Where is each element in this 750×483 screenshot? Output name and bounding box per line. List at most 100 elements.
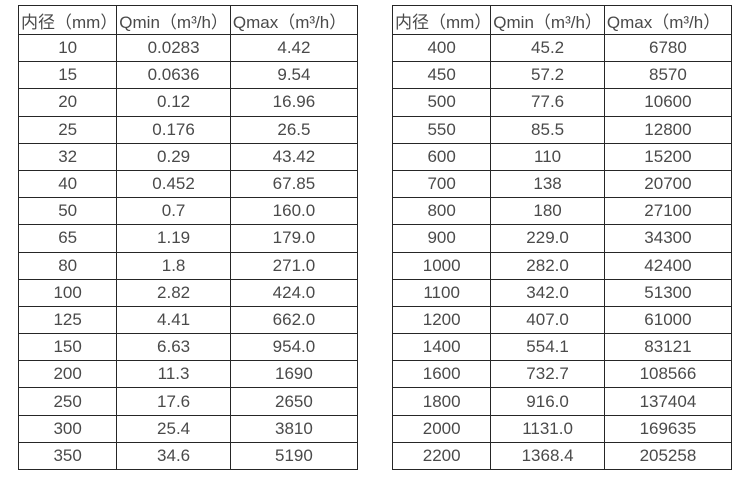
table-header-row: 内径（mm） Qmin（m³/h） Qmax（m³/h） [17,5,359,35]
table-row: 15 0.0636 9.54 [17,61,359,90]
table-cell: 4.42 [229,33,359,63]
table-cell: 9.54 [229,61,359,90]
table-row: 2000 1131.0 169635 [391,414,733,443]
table-row: 700 138 20700 [391,169,733,199]
table-cell: 0.0283 [116,33,231,63]
table-cell: 229.0 [490,224,605,253]
table-cell: 954.0 [229,333,359,362]
table-cell: 8570 [603,61,733,90]
table-cell: 67.85 [229,169,359,199]
table-cell: 1368.4 [490,441,605,471]
table-cell: 12800 [603,115,733,144]
table-cell: 800 [391,197,492,226]
table-row: 200 11.3 1690 [17,360,359,389]
table-cell: 110 [490,142,605,171]
table-cell: 57.2 [490,61,605,90]
table-cell: 20 [17,88,118,117]
table-cell: 900 [391,224,492,253]
table-cell: 34.6 [116,441,231,471]
table-cell: 100 [17,278,118,307]
table-header-row: 内径（mm） Qmin（m³/h） Qmax（m³/h） [391,5,733,35]
header-qmax: Qmax（m³/h） [603,5,733,35]
table-cell: 1131.0 [490,414,605,443]
table-row: 100 2.82 424.0 [17,278,359,307]
table-cell: 0.7 [116,197,231,226]
table-cell: 27100 [603,197,733,226]
table-cell: 350 [17,441,118,471]
table-cell: 137404 [603,387,733,416]
table-cell: 15200 [603,142,733,171]
table-cell: 20700 [603,169,733,199]
table-cell: 700 [391,169,492,199]
table-row: 80 1.8 271.0 [17,251,359,280]
table-row: 1400 554.1 83121 [391,333,733,362]
table-body: 10 0.0283 4.42 15 0.0636 9.54 20 0.12 16.96 25 0.1… [17,33,359,471]
table-cell: 108566 [603,360,733,389]
table-cell: 424.0 [229,278,359,307]
table-cell: 32 [17,142,118,171]
table-cell: 554.1 [490,333,605,362]
table-cell: 600 [391,142,492,171]
table-cell: 6.63 [116,333,231,362]
table-cell: 42400 [603,251,733,280]
table-cell: 125 [17,305,118,335]
table-row: 25 0.176 26.5 [17,115,359,144]
table-row: 150 6.63 954.0 [17,333,359,362]
header-qmin: Qmin（m³/h） [116,5,231,35]
table-cell: 250 [17,387,118,416]
table-row: 65 1.19 179.0 [17,224,359,253]
table-cell: 450 [391,61,492,90]
table-cell: 10600 [603,88,733,117]
table-cell: 15 [17,61,118,90]
table-cell: 407.0 [490,305,605,335]
table-cell: 50 [17,197,118,226]
table-cell: 45.2 [490,33,605,63]
table-cell: 0.0636 [116,61,231,90]
table-cell: 1.8 [116,251,231,280]
table-cell: 1690 [229,360,359,389]
header-qmin: Qmin（m³/h） [490,5,605,35]
table-cell: 5190 [229,441,359,471]
table-cell: 2000 [391,414,492,443]
table-row: 350 34.6 5190 [17,441,359,471]
table-row: 20 0.12 16.96 [17,88,359,117]
table-cell: 3810 [229,414,359,443]
table-cell: 342.0 [490,278,605,307]
table-cell: 6780 [603,33,733,63]
table-row: 40 0.452 67.85 [17,169,359,199]
table-cell: 300 [17,414,118,443]
table-cell: 1200 [391,305,492,335]
table-cell: 150 [17,333,118,362]
table-cell: 25.4 [116,414,231,443]
table-cell: 26.5 [229,115,359,144]
table-cell: 34300 [603,224,733,253]
table-row: 400 45.2 6780 [391,33,733,63]
table-row: 800 180 27100 [391,197,733,226]
table-row: 600 110 15200 [391,142,733,171]
table-cell: 10 [17,33,118,63]
table-cell: 43.42 [229,142,359,171]
table-row: 550 85.5 12800 [391,115,733,144]
table-cell: 160.0 [229,197,359,226]
table-cell: 61000 [603,305,733,335]
table-cell: 2200 [391,441,492,471]
table-cell: 0.176 [116,115,231,144]
header-qmax: Qmax（m³/h） [229,5,359,35]
table-row: 300 25.4 3810 [17,414,359,443]
table-cell: 1400 [391,333,492,362]
table-cell: 2.82 [116,278,231,307]
table-body: 400 45.2 6780 450 57.2 8570 500 77.6 10600 550 85.… [391,33,733,471]
flow-table-right: 内径（mm） Qmin（m³/h） Qmax（m³/h） 400 45.2 6780… [391,5,733,471]
table-cell: 200 [17,360,118,389]
table-cell: 1.19 [116,224,231,253]
table-row: 50 0.7 160.0 [17,197,359,226]
table-cell: 85.5 [490,115,605,144]
table-cell: 80 [17,251,118,280]
table-cell: 180 [490,197,605,226]
table-cell: 17.6 [116,387,231,416]
table-cell: 0.452 [116,169,231,199]
table-cell: 205258 [603,441,733,471]
table-cell: 4.41 [116,305,231,335]
table-cell: 916.0 [490,387,605,416]
